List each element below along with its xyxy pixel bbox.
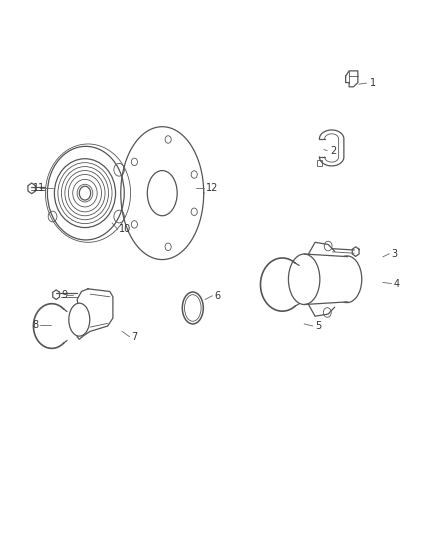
Text: 5: 5 [315, 321, 321, 331]
Ellipse shape [69, 303, 90, 336]
Text: 2: 2 [330, 146, 336, 156]
Text: 12: 12 [206, 183, 218, 193]
Text: 3: 3 [392, 249, 398, 259]
Text: 1: 1 [370, 78, 376, 88]
Text: 7: 7 [132, 332, 138, 342]
Ellipse shape [288, 254, 320, 304]
Text: 8: 8 [32, 320, 38, 330]
Text: 6: 6 [215, 290, 221, 301]
Text: 10: 10 [119, 224, 131, 235]
Text: 11: 11 [33, 183, 46, 193]
Text: 4: 4 [394, 279, 400, 288]
Text: 9: 9 [61, 289, 67, 300]
Bar [317, 160, 322, 166]
